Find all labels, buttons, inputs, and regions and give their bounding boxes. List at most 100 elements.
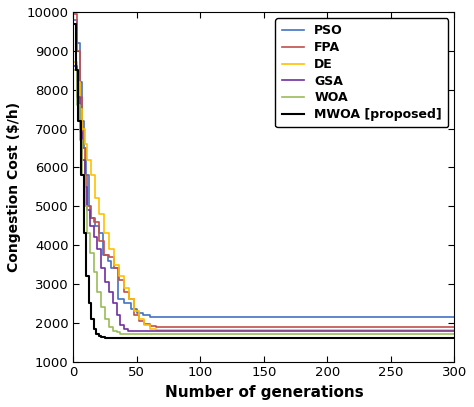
WOA: [106, 324, 112, 329]
DE: [82, 142, 88, 147]
DE: [74, 60, 80, 65]
GSA: [71, 64, 76, 69]
FPA: [106, 254, 112, 259]
GSA: [91, 223, 97, 228]
FPA: [80, 145, 85, 150]
FPA: [82, 145, 88, 150]
PSO: [134, 310, 140, 315]
PSO: [88, 204, 94, 209]
FPA: [127, 297, 132, 302]
WOA: [114, 330, 119, 335]
PSO: [71, 17, 76, 22]
FPA: [159, 324, 165, 329]
PSO: [80, 118, 85, 123]
FPA: [147, 324, 153, 328]
DE: [131, 309, 137, 313]
MWOA [proposed]: [83, 274, 89, 279]
PSO: [92, 215, 98, 220]
FPA: [77, 48, 82, 53]
FPA: [452, 325, 457, 330]
DE: [84, 142, 90, 147]
Line: PSO: PSO: [73, 20, 455, 317]
WOA: [95, 289, 100, 294]
FPA: [159, 325, 165, 330]
DE: [74, 79, 80, 84]
PSO: [105, 258, 110, 263]
FPA: [142, 318, 147, 323]
GSA: [114, 313, 119, 317]
WOA: [114, 328, 119, 333]
Line: GSA: GSA: [73, 66, 455, 331]
PSO: [77, 41, 82, 46]
FPA: [137, 318, 142, 323]
GSA: [106, 289, 112, 294]
GSA: [80, 130, 85, 135]
GSA: [87, 208, 93, 212]
MWOA [proposed]: [93, 331, 99, 336]
DE: [88, 173, 94, 177]
WOA: [91, 270, 97, 275]
FPA: [153, 324, 159, 328]
MWOA [proposed]: [91, 326, 97, 331]
WOA: [82, 204, 88, 209]
DE: [131, 297, 137, 302]
PSO: [80, 79, 85, 84]
MWOA [proposed]: [91, 317, 97, 322]
PSO: [83, 173, 89, 177]
PSO: [147, 312, 153, 317]
FPA: [101, 252, 107, 257]
GSA: [125, 329, 131, 334]
WOA: [87, 250, 93, 255]
MWOA [proposed]: [86, 301, 91, 306]
FPA: [80, 95, 85, 100]
DE: [137, 317, 142, 322]
FPA: [91, 219, 97, 224]
GSA: [87, 223, 93, 228]
MWOA [proposed]: [88, 301, 94, 306]
GSA: [452, 329, 457, 334]
DE: [153, 327, 159, 332]
FPA: [142, 321, 147, 326]
GSA: [118, 322, 123, 327]
FPA: [87, 204, 93, 209]
PSO: [100, 231, 105, 236]
DE: [106, 247, 112, 252]
FPA: [116, 278, 122, 282]
DE: [147, 326, 153, 331]
WOA: [110, 324, 116, 329]
PSO: [109, 266, 114, 271]
PSO: [140, 312, 146, 317]
FPA: [127, 289, 132, 294]
GSA: [82, 184, 88, 189]
DE: [116, 262, 122, 267]
FPA: [82, 173, 88, 177]
DE: [142, 322, 147, 327]
PSO: [74, 41, 80, 46]
PSO: [115, 297, 121, 302]
GSA: [114, 301, 119, 306]
MWOA [proposed]: [96, 331, 101, 336]
MWOA [proposed]: [78, 118, 84, 123]
Line: WOA: WOA: [73, 70, 455, 334]
GSA: [77, 130, 82, 135]
WOA: [71, 68, 76, 73]
PSO: [128, 301, 133, 306]
Line: FPA: FPA: [73, 14, 455, 328]
PSO: [86, 173, 91, 177]
WOA: [118, 330, 123, 335]
DE: [121, 285, 127, 290]
WOA: [74, 68, 80, 73]
MWOA [proposed]: [96, 334, 101, 339]
DE: [92, 173, 98, 177]
PSO: [81, 118, 86, 123]
DE: [77, 107, 82, 112]
FPA: [96, 239, 101, 244]
WOA: [106, 317, 112, 322]
PSO: [83, 145, 89, 150]
GSA: [74, 64, 80, 69]
FPA: [111, 266, 117, 271]
PSO: [109, 258, 114, 263]
FPA: [71, 11, 76, 16]
FPA: [77, 95, 82, 100]
DE: [121, 274, 127, 279]
